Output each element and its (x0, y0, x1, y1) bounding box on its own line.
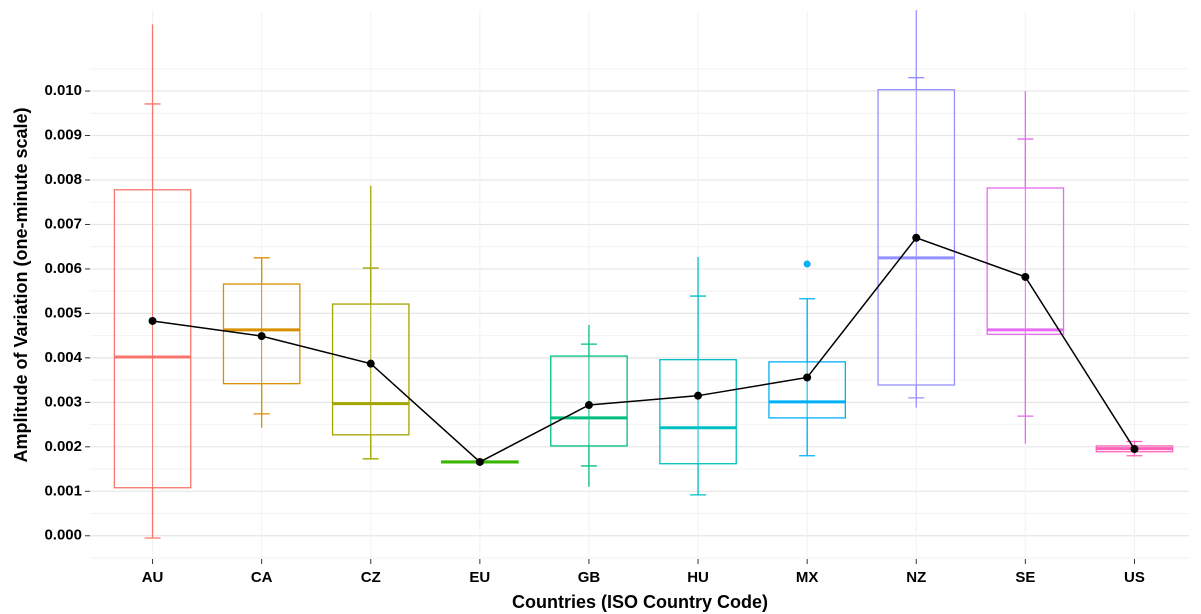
x-tick-label: EU (469, 569, 490, 586)
x-tick-label: CZ (361, 569, 381, 586)
x-tick-label: GB (578, 569, 601, 586)
y-tick-label: 0.000 (44, 527, 82, 544)
mean-point (1130, 445, 1139, 454)
mean-point (366, 359, 375, 368)
y-tick-label: 0.008 (44, 171, 82, 188)
x-tick-label: NZ (906, 569, 926, 586)
x-tick-label: CA (251, 569, 273, 586)
x-tick-label: US (1124, 569, 1145, 586)
y-tick-label: 0.010 (44, 82, 82, 99)
y-tick-label: 0.007 (44, 215, 82, 232)
mean-point (475, 457, 484, 466)
y-tick-label: 0.006 (44, 260, 82, 277)
mean-point (912, 233, 921, 242)
y-tick-label: 0.001 (44, 482, 82, 499)
mean-point (584, 401, 593, 410)
y-tick-label: 0.002 (44, 438, 82, 455)
x-tick-label: SE (1015, 569, 1035, 586)
y-axis-title: Amplitude of Variation (one-minute scale… (11, 107, 31, 462)
y-tick-label: 0.009 (44, 126, 82, 143)
mean-point (257, 332, 266, 341)
mean-point (694, 391, 703, 400)
outlier (803, 260, 811, 268)
mean-point (803, 373, 812, 382)
y-tick-label: 0.004 (44, 349, 82, 366)
x-tick-label: MX (796, 569, 819, 586)
y-tick-label: 0.003 (44, 393, 82, 410)
mean-point (148, 316, 157, 325)
mean-line (152, 236, 1136, 463)
x-tick-label: AU (142, 569, 164, 586)
mean-point (1021, 272, 1030, 281)
y-tick-label: 0.005 (44, 304, 82, 321)
x-tick-label: HU (687, 569, 709, 586)
x-axis-title: Countries (ISO Country Code) (512, 592, 768, 612)
